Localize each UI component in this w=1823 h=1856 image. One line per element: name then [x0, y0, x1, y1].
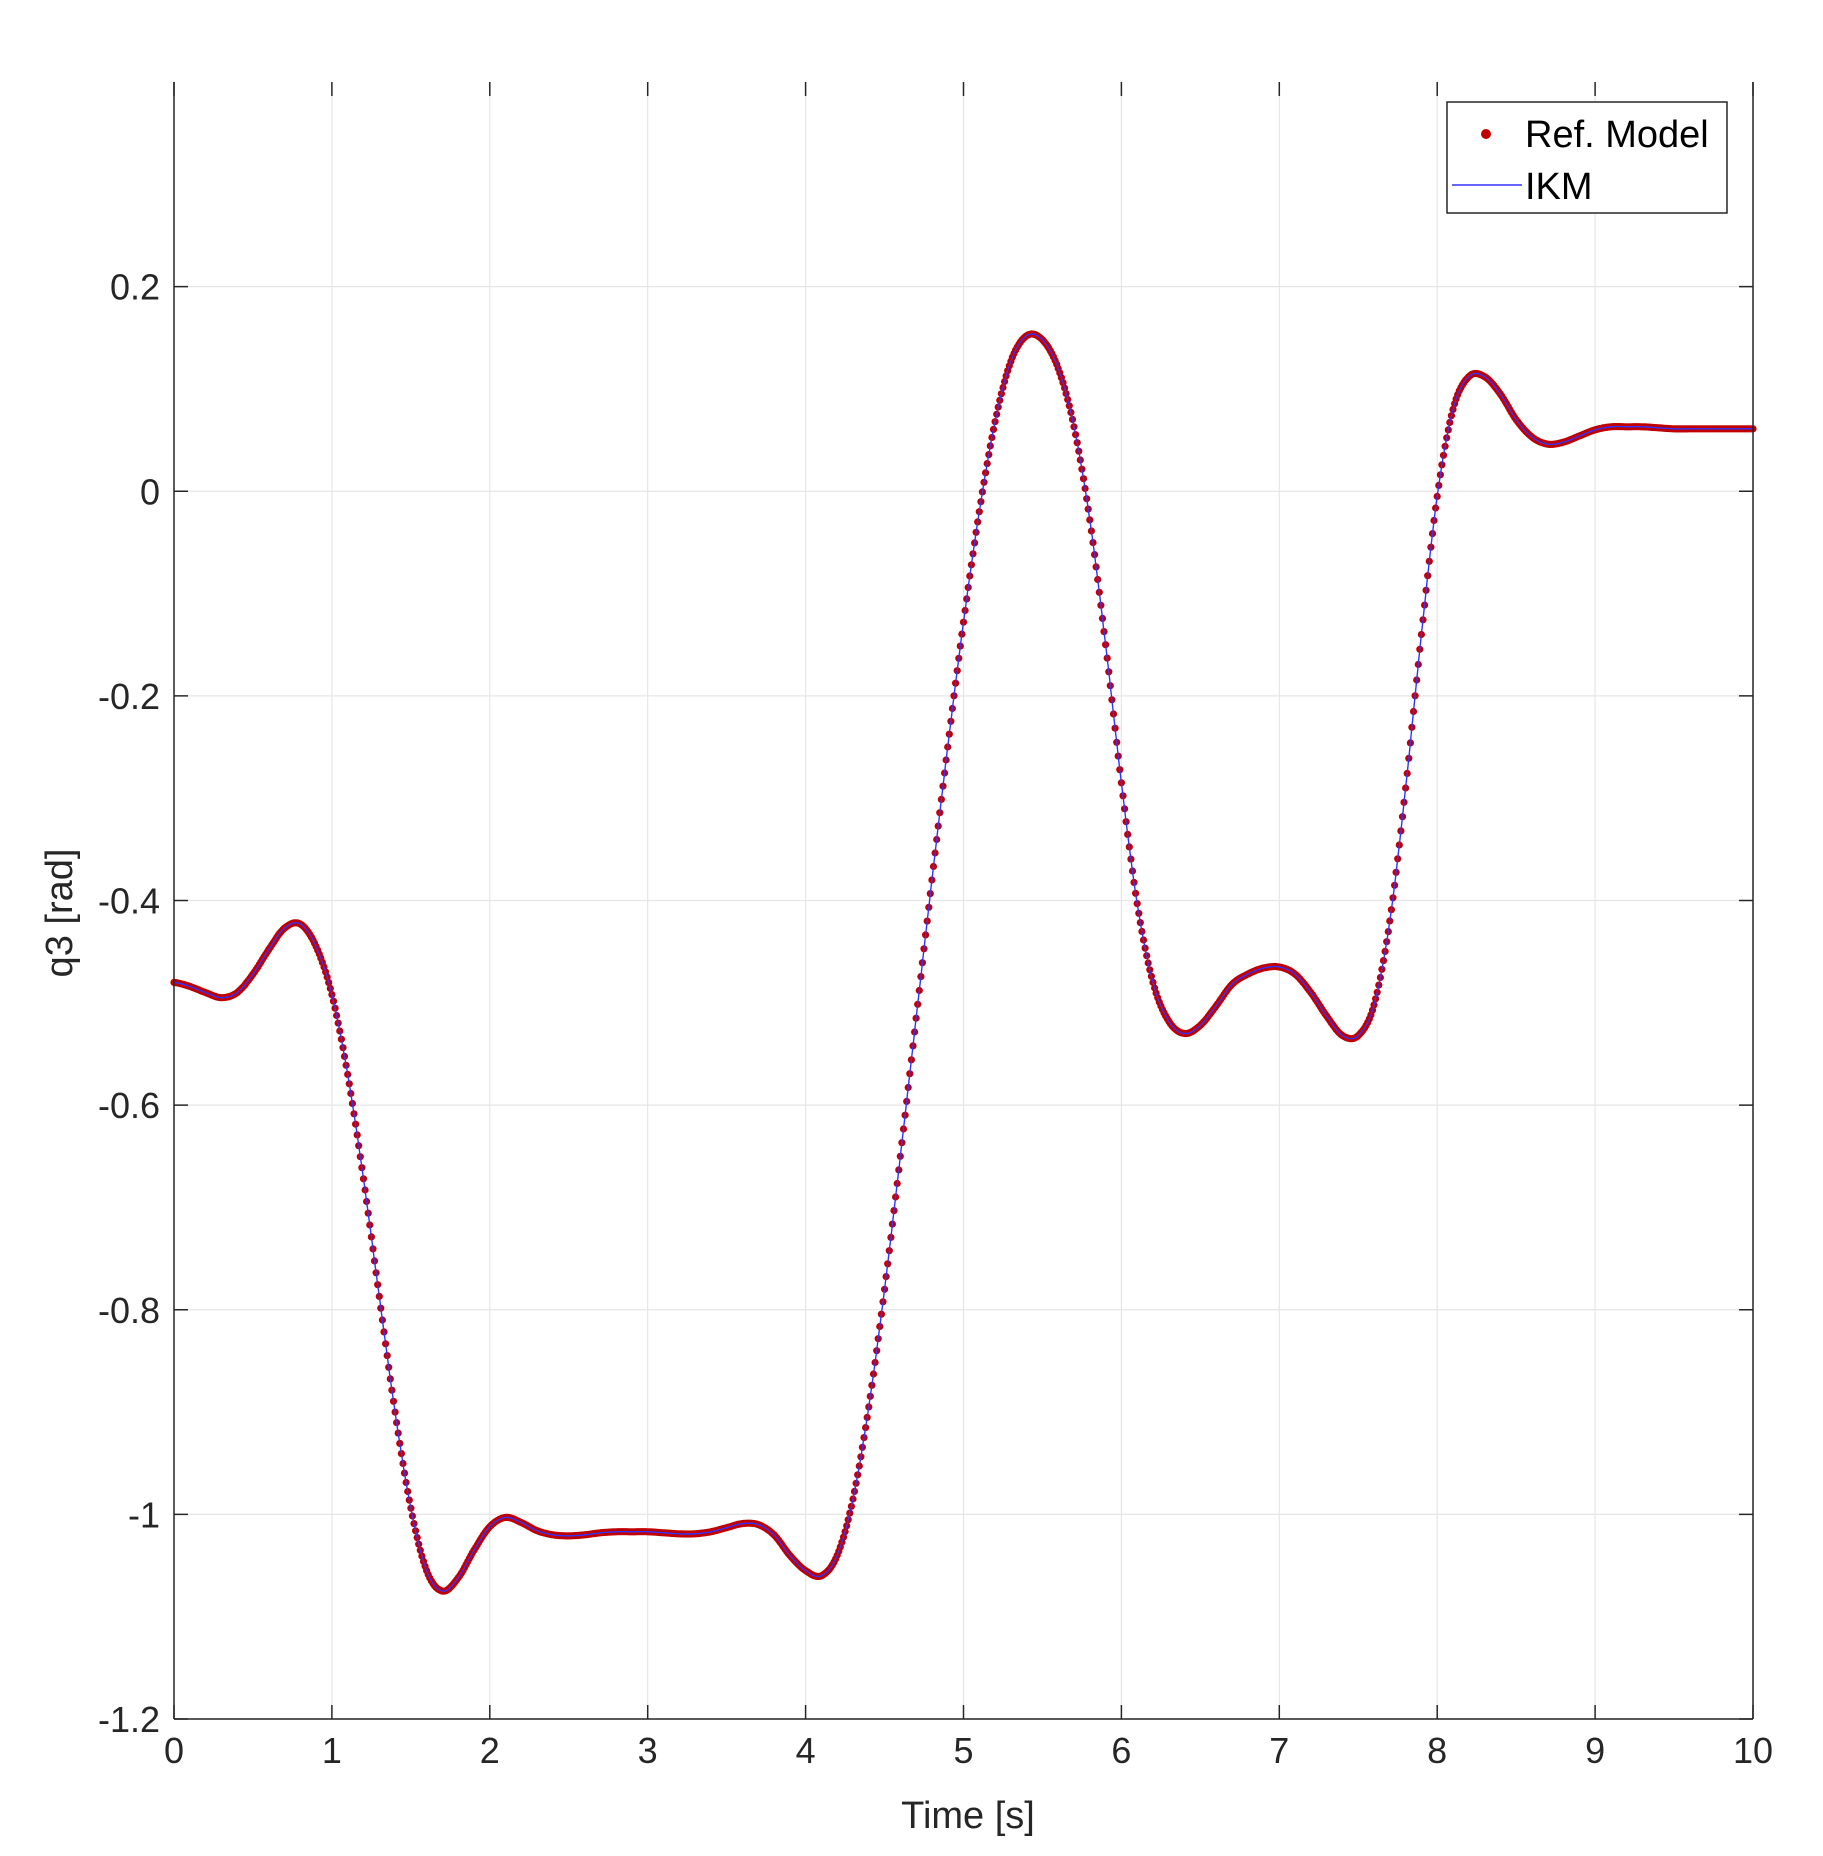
- y-tick-label: 0.2: [110, 267, 160, 308]
- y-tick-label: -1.2: [98, 1699, 160, 1740]
- x-axis-label: Time [s]: [901, 1795, 1035, 1837]
- y-tick-label: -0.2: [98, 676, 160, 717]
- legend-marker-ref-model: [1481, 129, 1491, 139]
- y-tick-label: -0.6: [98, 1085, 160, 1126]
- x-tick-label: 2: [480, 1730, 500, 1771]
- y-tick-label: -0.4: [98, 881, 160, 922]
- x-tick-label: 10: [1733, 1730, 1773, 1771]
- x-tick-label: 7: [1269, 1730, 1289, 1771]
- legend: Ref. Model IKM: [1446, 101, 1728, 214]
- x-tick-label: 3: [638, 1730, 658, 1771]
- x-tick-label: 1: [322, 1730, 342, 1771]
- y-tick-label: -0.8: [98, 1290, 160, 1331]
- x-tick-label: 6: [1111, 1730, 1131, 1771]
- ticks: 0 1 2 3 4 5 6 7 8 9 10 -1.2 -1 -0.8 -0.6 -0.4 -0.2 0 0.2: [98, 82, 1773, 1771]
- x-tick-label: 0: [164, 1730, 184, 1771]
- x-tick-label: 5: [953, 1730, 973, 1771]
- y-tick-label: 0: [140, 471, 160, 512]
- ikm-series: [173, 333, 1753, 1592]
- legend-label-ikm: IKM: [1525, 166, 1593, 208]
- y-axis-label: q3 [rad]: [39, 849, 81, 978]
- x-tick-label: 8: [1427, 1730, 1447, 1771]
- legend-box: [1446, 101, 1728, 214]
- y-tick-label: -1: [128, 1494, 160, 1535]
- x-tick-label: 4: [796, 1730, 816, 1771]
- x-tick-label: 9: [1585, 1730, 1605, 1771]
- ikm-line: [173, 333, 1753, 1592]
- legend-label-ref-model: Ref. Model: [1525, 114, 1709, 156]
